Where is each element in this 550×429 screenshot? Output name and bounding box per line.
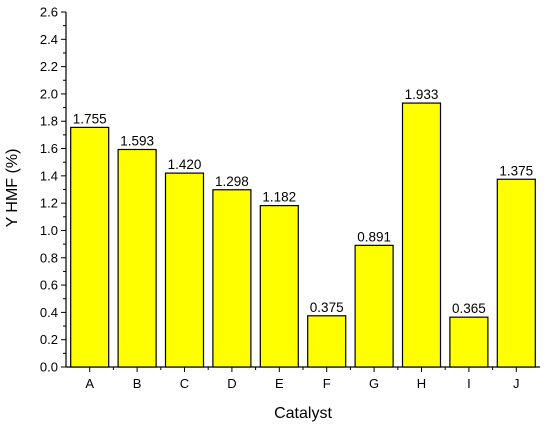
x-tick-label: A [85, 376, 94, 391]
bar-f [307, 315, 347, 368]
bar-value-label: 1.593 [120, 133, 154, 148]
y-tick-label: 1.6 [40, 141, 58, 156]
bar-value-label: 1.755 [73, 111, 107, 126]
x-axis: A B C D E F G H I J [66, 366, 540, 391]
bars [70, 102, 536, 368]
bar-value-label: 1.298 [215, 174, 249, 189]
y-tick-label: 0.6 [40, 278, 58, 293]
y-tick-label: 0.4 [40, 305, 58, 320]
x-axis-title: Catalyst [274, 405, 332, 422]
bar-value-label: 0.891 [357, 229, 391, 244]
y-tick-label: 1.0 [40, 223, 58, 238]
x-tick-label: D [227, 376, 236, 391]
y-tick-label: 0.8 [40, 250, 58, 265]
x-tick-label: F [323, 376, 331, 391]
y-tick-label: 2.4 [40, 32, 58, 47]
x-tick-label: E [275, 376, 284, 391]
y-tick-label: 0.2 [40, 332, 58, 347]
x-tick-label: B [133, 376, 142, 391]
x-tick-label: C [180, 376, 189, 391]
x-tick-label: I [467, 376, 471, 391]
y-axis-title: Y HMF (%) [4, 149, 21, 228]
bar-e [259, 205, 299, 368]
bar-value-label: 1.420 [168, 157, 202, 172]
bar-value-label: 0.365 [452, 301, 486, 316]
bar-c [164, 172, 205, 368]
bar-value-label: 1.182 [262, 190, 296, 205]
bar-d [212, 189, 252, 368]
y-tick-label: 2.6 [40, 5, 58, 20]
y-tick-label: 1.8 [40, 114, 58, 129]
bar-i [449, 316, 489, 368]
bar-b [117, 148, 157, 368]
bar-h [401, 102, 442, 368]
bar-g [354, 244, 394, 368]
y-tick-label: 2.2 [40, 59, 58, 74]
bar-a [70, 126, 110, 368]
x-tick-label: G [369, 376, 379, 391]
y-tick-label: 1.4 [40, 168, 58, 183]
bar-j [496, 178, 536, 368]
bar-value-label: 0.375 [310, 300, 344, 315]
y-tick-label: 2.0 [40, 86, 58, 101]
bar-data-labels: 1.755 1.593 1.420 1.298 1.182 0.375 0.891 1.933… [73, 87, 533, 316]
y-tick-label: 1.2 [40, 196, 58, 211]
y-axis: 0.0 0.2 0.4 0.6 0.8 1.0 1.2 1.4 1.6 1.8 2.0 2.2 2.4 2… [40, 5, 67, 375]
bar-value-label: 1.375 [499, 163, 533, 178]
x-tick-label: J [513, 376, 520, 391]
y-tick-label: 0.0 [40, 360, 58, 375]
x-tick-label: H [417, 376, 426, 391]
bar-value-label: 1.933 [405, 87, 439, 102]
